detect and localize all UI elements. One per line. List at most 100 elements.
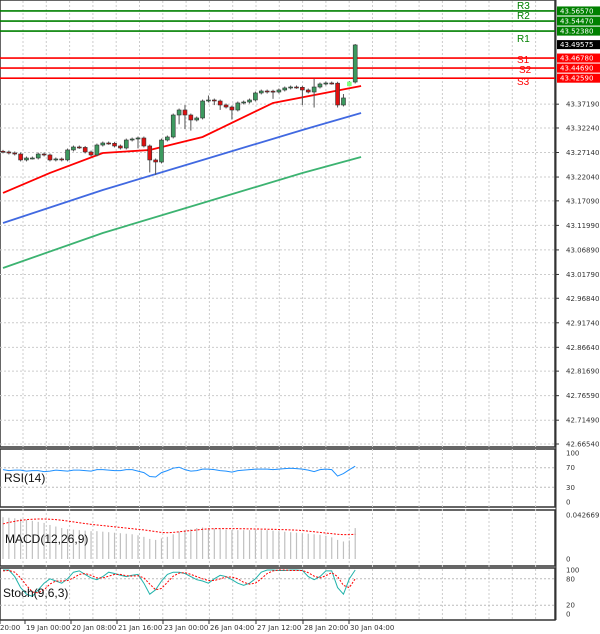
indicator-tick-label: 0.042669	[566, 512, 599, 520]
candle	[129, 137, 135, 142]
candle-body-bullish	[206, 99, 211, 102]
candle	[41, 152, 47, 157]
indicator-tick-label: 0	[566, 499, 570, 507]
candle	[270, 89, 276, 99]
candle	[170, 113, 176, 139]
candle	[253, 91, 258, 102]
candle	[194, 116, 200, 122]
level-price-label: 43.46780	[560, 55, 593, 63]
candle-body-bullish	[53, 158, 59, 161]
candle-body-bullish	[194, 117, 200, 121]
candle	[153, 158, 158, 175]
candle-body-bearish	[88, 151, 94, 156]
candle-body-bearish	[147, 145, 153, 161]
price-tick-label: 42.66540	[566, 441, 599, 449]
candle-body-bearish	[300, 86, 305, 91]
candle-body-bullish	[159, 139, 164, 163]
candle-body-bearish	[264, 90, 270, 93]
price-tick-label: 42.81690	[566, 368, 599, 376]
candle-body-bearish	[188, 114, 194, 121]
indicator-tick-label: 30	[566, 484, 575, 492]
candle-body-bearish	[82, 147, 88, 153]
candle	[317, 82, 323, 89]
candle	[77, 145, 82, 149]
candle-body-bearish	[294, 86, 299, 89]
candle-body-bullish	[100, 142, 106, 146]
level-name-s3: S3	[517, 77, 530, 88]
panel-frame	[0, 509, 556, 567]
candle	[247, 98, 252, 104]
current-price-label: 43.49575	[560, 41, 593, 49]
candle-body-bearish	[329, 82, 335, 85]
level-price-badge	[557, 26, 600, 36]
time-tick-label: 20:00	[0, 624, 20, 632]
candle	[347, 81, 352, 87]
candle	[24, 156, 29, 162]
price-axis[interactable]: 43.37190 43.32240 43.27140 43.22040 43.17090…	[555, 0, 600, 620]
candle	[6, 150, 12, 155]
price-tick-label: 43.17090	[566, 197, 599, 205]
candle-body-bearish	[212, 99, 217, 102]
level-price-badge	[557, 6, 600, 16]
level-price-badge	[557, 16, 600, 26]
rsi-label: RSI(14)	[4, 471, 45, 485]
price-tick-label: 43.37190	[566, 101, 599, 109]
candle-body-bullish	[311, 86, 317, 93]
candle	[112, 141, 117, 148]
candle	[123, 138, 129, 150]
candle-body-bullish	[94, 144, 100, 156]
candle	[188, 113, 194, 131]
candle	[82, 145, 88, 154]
candle	[182, 105, 188, 130]
candle	[165, 135, 170, 142]
candle	[35, 152, 41, 160]
price-tick-label: 42.86640	[566, 344, 599, 352]
price-tick-label: 43.06890	[566, 246, 599, 254]
indicator-tick-label: 100	[566, 567, 579, 575]
candle	[341, 94, 346, 107]
time-tick-label: 26 Jan 04:00	[210, 624, 254, 632]
candle-body-bullish	[352, 44, 358, 83]
candle	[311, 78, 317, 108]
candle	[147, 144, 153, 173]
candle-body-bearish	[305, 89, 311, 93]
candle-body-bearish	[112, 143, 117, 147]
candle-body-bullish	[71, 146, 76, 151]
macd-signal-line	[2, 518, 356, 536]
candle-body-bearish	[77, 146, 82, 149]
candle	[223, 103, 229, 109]
level-name-r3: R3	[517, 1, 530, 12]
candle-body-bearish	[229, 106, 235, 111]
level-name-s2: S2	[519, 65, 532, 76]
candle	[229, 105, 235, 120]
candle	[352, 44, 358, 84]
candle	[200, 99, 205, 120]
panel-frame	[0, 448, 556, 508]
candle-body-bearish	[18, 153, 23, 161]
candle-body-bearish	[141, 137, 147, 147]
candle-body-bullish	[235, 102, 241, 111]
panel-frame	[0, 567, 556, 621]
moving-average-ma-mid	[2, 112, 362, 224]
candle-body-bullish	[123, 139, 129, 149]
candle	[241, 100, 246, 105]
price-tick-label: 42.71490	[566, 417, 599, 425]
time-axis[interactable]: 20:00 19 Jan 00:00 20 Jan 08:00 21 Jan 16:0…	[0, 620, 394, 632]
candle	[212, 98, 217, 106]
candle-body-bullish	[276, 89, 282, 93]
candle-body-bullish	[65, 149, 70, 161]
indicator-tick-label: 80	[566, 575, 575, 583]
candle	[235, 101, 241, 112]
level-price-label: 43.52380	[560, 28, 593, 36]
candle	[30, 156, 35, 160]
candle	[118, 144, 123, 150]
candle	[12, 151, 18, 156]
macd-label: MACD(12,26,9)	[5, 532, 88, 546]
level-price-label: 43.44690	[560, 65, 593, 73]
panel-frame	[0, 0, 556, 448]
candle-body-bullish	[253, 92, 258, 101]
time-tick-label: 30 Jan 04:00	[350, 624, 394, 632]
candle	[323, 81, 329, 86]
candle-body-bearish	[0, 150, 6, 153]
